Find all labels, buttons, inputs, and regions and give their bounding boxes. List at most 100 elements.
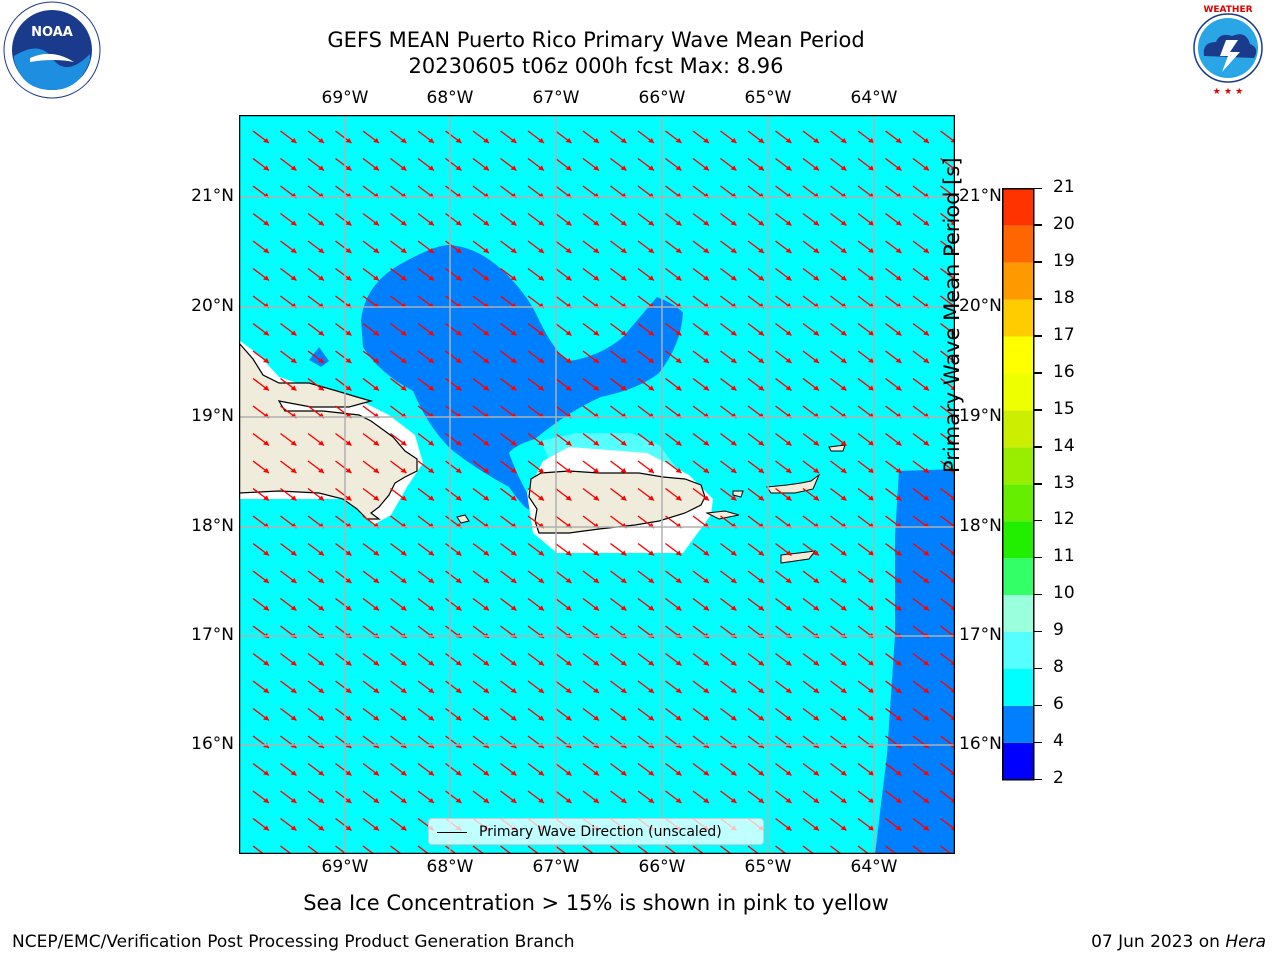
wave-arrow-head [730,798,737,803]
wave-arrow-head [895,165,902,171]
lon-label-bottom: 64°W [850,857,898,877]
lon-label-top: 67°W [532,88,580,108]
wave-arrow-head [263,688,269,693]
wave-arrow-head [290,165,297,171]
colorbar-tick-label: 13 [1053,472,1075,493]
wave-arrow-head [703,798,709,803]
wave-arrow [582,845,595,854]
wave-arrow-head [785,605,792,611]
wave-arrow-head [400,825,407,831]
wave-arrow-head [345,468,352,473]
wave-arrow-head [895,468,902,473]
wave-arrow-head [455,578,462,583]
colorbar-tick-mark [1034,630,1042,633]
wave-arrow-head [510,330,517,336]
wave-arrow-head [373,715,379,721]
wave-arrow-head [648,385,654,391]
wave-arrow-head [290,495,297,501]
wave-arrow-head [620,578,627,583]
wave-arrow-head [318,275,324,281]
wave-arrow-head [455,468,462,473]
wave-arrow-head [868,330,874,336]
wave-arrow-head [345,660,352,666]
wave-arrow-head [510,550,517,556]
wave-arrow-head [813,330,819,336]
colorbar-band [1002,299,1034,337]
wave-arrow-head [565,330,572,336]
wave-arrow-head [593,330,599,336]
wave-arrow-head [428,385,434,391]
wave-arrow-head [675,578,682,583]
wave-arrow-head [400,715,407,721]
wave-arrow-head [868,275,874,281]
lat-label-left: 16°N [191,734,234,754]
wave-arrow-head [675,715,682,721]
wave-arrow-head [813,688,819,693]
wave-arrow-head [373,495,379,501]
wave-arrow-head [318,715,324,721]
wave-arrow-head [923,440,929,446]
wave-arrow-head [263,358,269,363]
wave-arrow-head [510,358,517,363]
wave-arrow-head [785,385,792,391]
noaa-logo-text: NOAA [31,25,73,40]
wave-arrow [637,845,650,854]
lon-label-top: 64°W [850,88,898,108]
wave-arrow-head [318,798,324,803]
wave-arrow-head [290,798,297,803]
wave-arrow-head [840,440,847,446]
wave-arrow-head [263,605,269,611]
wave-arrow-head [895,798,902,803]
colorbar-band [1002,336,1034,374]
wave-arrow-head [703,248,709,253]
wave-arrow-head [400,138,407,143]
wave-arrow-head [565,165,572,171]
wave-arrow-head [483,495,489,501]
wave-arrow-head [428,358,434,363]
wave-arrow-head [290,688,297,693]
wave-arrow [472,845,485,854]
wave-arrow-head [703,660,709,666]
wave-arrow-head [400,330,407,336]
wave-arrow-head [840,660,847,666]
wave-arrow-head [730,385,737,391]
wave-arrow-head [593,660,599,666]
wave-arrow-head [345,605,352,611]
wave-arrow-head [318,605,324,611]
chart-title: GEFS MEAN Puerto Rico Primary Wave Mean … [327,28,865,52]
wave-arrow-head [675,220,682,226]
wave-arrow [610,845,623,854]
wave-arrow-head [538,220,544,226]
wave-arrow-head [373,138,379,143]
wave-arrow-head [400,495,407,501]
wave-arrow-head [730,165,737,171]
wave-arrow-head [840,385,847,391]
wave-arrow-head [620,495,627,501]
wave-arrow-head [620,550,627,556]
colorbar-tick-label: 15 [1053,398,1075,419]
wave-arrow-head [455,330,462,336]
lat-label-right: 18°N [959,516,1002,536]
colorbar-band [1002,262,1034,300]
land-hispaniola [239,342,418,520]
wave-arrow [775,845,788,854]
wave-arrow-head [318,495,324,501]
lat-label-left: 21°N [191,186,234,206]
wave-arrow-head [565,770,572,776]
wave-arrow-head [785,330,792,336]
wave-arrow-head [675,440,682,446]
island-vieques [705,510,740,520]
wave-arrow-head [620,138,627,143]
wave-arrow-head [620,165,627,171]
wave-arrow-head [895,358,902,363]
wave-direction-arrows [252,130,955,854]
wave-arrow-head [345,715,352,721]
wave-arrow-head [813,440,819,446]
lat-label-right: 21°N [959,186,1002,206]
wave-arrow-head [758,138,764,143]
colorbar-tick-mark [1034,667,1042,670]
wave-arrow-head [455,220,462,226]
wave-arrow-head [565,660,572,666]
wave-arrow-head [428,248,434,253]
wave-arrow-head [373,275,379,281]
